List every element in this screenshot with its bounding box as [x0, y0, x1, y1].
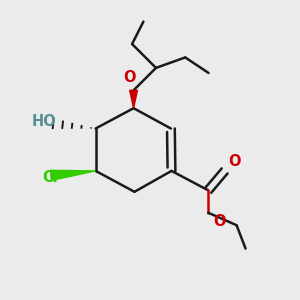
Text: O: O [123, 70, 135, 85]
Polygon shape [50, 170, 96, 180]
Text: O: O [228, 154, 241, 169]
Text: HO: HO [31, 114, 56, 129]
Text: O: O [214, 214, 226, 229]
Polygon shape [130, 90, 137, 108]
Text: Cl: Cl [43, 170, 58, 185]
